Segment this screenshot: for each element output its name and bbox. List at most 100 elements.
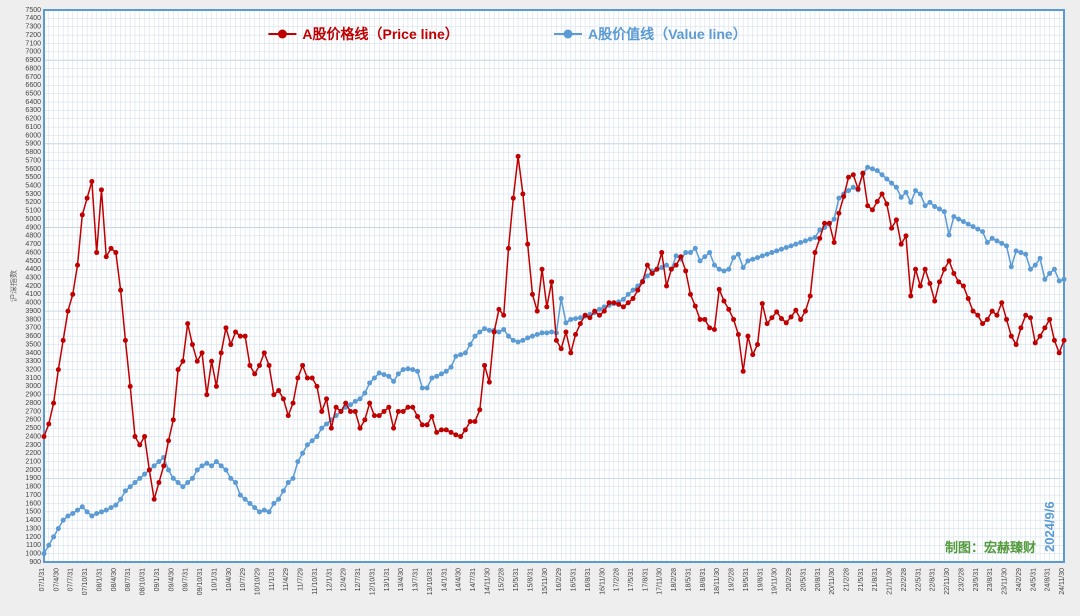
x-tick-label: 14/7/31: [470, 568, 477, 591]
svg-text:4200: 4200: [25, 283, 41, 290]
svg-text:4000: 4000: [25, 300, 41, 307]
x-tick-label: 17/5/31: [628, 568, 635, 591]
x-tick-label: 11/7/29: [298, 568, 305, 591]
x-tick-label: 11/10/31: [312, 568, 319, 595]
svg-text:1700: 1700: [25, 492, 41, 499]
x-tick-label: 18/5/31: [685, 568, 692, 591]
svg-text:4700: 4700: [25, 241, 41, 248]
x-tick-label: 16/5/31: [571, 568, 578, 591]
svg-text:5000: 5000: [25, 216, 41, 223]
svg-text:7100: 7100: [25, 40, 41, 47]
svg-text:4500: 4500: [25, 258, 41, 265]
svg-text:4400: 4400: [25, 266, 41, 273]
svg-text:2500: 2500: [25, 425, 41, 432]
x-tick-label: 21/2/28: [844, 568, 851, 591]
x-tick-label: 17/8/31: [642, 568, 649, 591]
svg-text:6700: 6700: [25, 74, 41, 81]
svg-text:3100: 3100: [25, 375, 41, 382]
svg-text:6500: 6500: [25, 90, 41, 97]
x-tick-label: 11/1/31: [269, 568, 276, 591]
svg-text:5600: 5600: [25, 166, 41, 173]
svg-text:5200: 5200: [25, 199, 41, 206]
x-tick-label: 22/2/28: [901, 568, 908, 591]
x-tick-label: 18/8/31: [700, 568, 707, 591]
svg-text:2200: 2200: [25, 450, 41, 457]
x-tick-label: 12/10/31: [369, 568, 376, 595]
svg-text:2100: 2100: [25, 458, 41, 465]
legend-label: A股价格线（Price line）: [302, 26, 458, 42]
x-tick-label: 14/1/31: [441, 568, 448, 591]
svg-text:1300: 1300: [25, 525, 41, 532]
x-tick-label: 20/8/31: [815, 568, 822, 591]
x-tick-label: 23/5/31: [973, 568, 980, 591]
x-tick-label: 09/1/31: [154, 568, 161, 591]
x-tick-label: 22/5/31: [915, 568, 922, 591]
svg-text:7400: 7400: [25, 15, 41, 22]
x-tick-label: 13/1/31: [384, 568, 391, 591]
x-tick-label: 12/7/31: [355, 568, 362, 591]
x-tick-label: 21/11/30: [887, 568, 894, 595]
svg-text:2800: 2800: [25, 400, 41, 407]
svg-text:6400: 6400: [25, 99, 41, 106]
x-tick-label: 20/5/31: [800, 568, 807, 591]
svg-text:1600: 1600: [25, 500, 41, 507]
svg-text:2900: 2900: [25, 392, 41, 399]
attribution-text: 制图：宏赫臻财: [945, 540, 1036, 555]
x-tick-label: 14/4/30: [456, 568, 463, 591]
x-tick-label: 14/11/30: [484, 568, 491, 595]
svg-text:3600: 3600: [25, 333, 41, 340]
svg-text:3900: 3900: [25, 308, 41, 315]
x-tick-label: 20/2/29: [786, 568, 793, 591]
x-tick-label: 22/11/30: [944, 568, 951, 595]
x-tick-label: 08/4/30: [111, 568, 118, 591]
x-tick-label: 19/5/31: [743, 568, 750, 591]
x-tick-label: 18/2/28: [671, 568, 678, 591]
svg-text:5400: 5400: [25, 182, 41, 189]
x-tick-label: 17/11/30: [657, 568, 664, 595]
y-axis-title: 沪深指数: [10, 270, 18, 302]
svg-text:5700: 5700: [25, 157, 41, 164]
x-tick-label: 21/5/31: [858, 568, 865, 591]
x-tick-label: 17/2/28: [614, 568, 621, 591]
x-tick-label: 10/1/31: [211, 568, 218, 591]
svg-text:1000: 1000: [25, 550, 41, 557]
svg-text:4600: 4600: [25, 249, 41, 256]
svg-text:1900: 1900: [25, 475, 41, 482]
svg-text:2600: 2600: [25, 417, 41, 424]
x-tick-label: 24/11/30: [1059, 568, 1066, 595]
svg-text:4900: 4900: [25, 224, 41, 231]
x-tick-label: 11/4/29: [283, 568, 290, 591]
x-tick-label: 15/8/31: [527, 568, 534, 591]
x-tick-label: 15/11/30: [542, 568, 549, 595]
svg-text:5800: 5800: [25, 149, 41, 156]
svg-text:3700: 3700: [25, 325, 41, 332]
x-tick-label: 10/4/30: [226, 568, 233, 591]
legend-label: A股价值线（Value line）: [588, 26, 747, 42]
x-tick-label: 16/11/30: [599, 568, 606, 595]
chart-container: 9001000110012001300140015001600170018001…: [0, 0, 1080, 616]
x-tick-label: 07/1/31: [39, 568, 46, 591]
x-tick-label: 13/7/31: [413, 568, 420, 591]
svg-text:1500: 1500: [25, 509, 41, 516]
x-tick-label: 18/11/30: [714, 568, 721, 595]
svg-text:2700: 2700: [25, 408, 41, 415]
x-tick-label: 13/4/30: [398, 568, 405, 591]
svg-text:1100: 1100: [26, 542, 41, 549]
x-tick-label: 22/8/31: [930, 568, 937, 591]
x-tick-label: 08/7/31: [125, 568, 132, 591]
line-chart: 9001000110012001300140015001600170018001…: [10, 6, 1070, 610]
x-tick-label: 16/2/29: [556, 568, 563, 591]
svg-text:5500: 5500: [25, 174, 41, 181]
x-tick-label: 24/8/31: [1045, 568, 1052, 591]
svg-text:6200: 6200: [25, 116, 41, 123]
svg-text:7300: 7300: [25, 24, 41, 31]
svg-text:5300: 5300: [25, 191, 41, 198]
x-tick-label: 08/1/31: [96, 568, 103, 591]
x-tick-label: 13/10/31: [427, 568, 434, 595]
svg-text:7200: 7200: [25, 32, 41, 39]
x-tick-label: 09/4/30: [168, 568, 175, 591]
x-tick-label: 19/8/31: [757, 568, 764, 591]
svg-text:900: 900: [29, 559, 41, 566]
svg-text:6900: 6900: [25, 57, 41, 64]
svg-text:2300: 2300: [25, 442, 41, 449]
